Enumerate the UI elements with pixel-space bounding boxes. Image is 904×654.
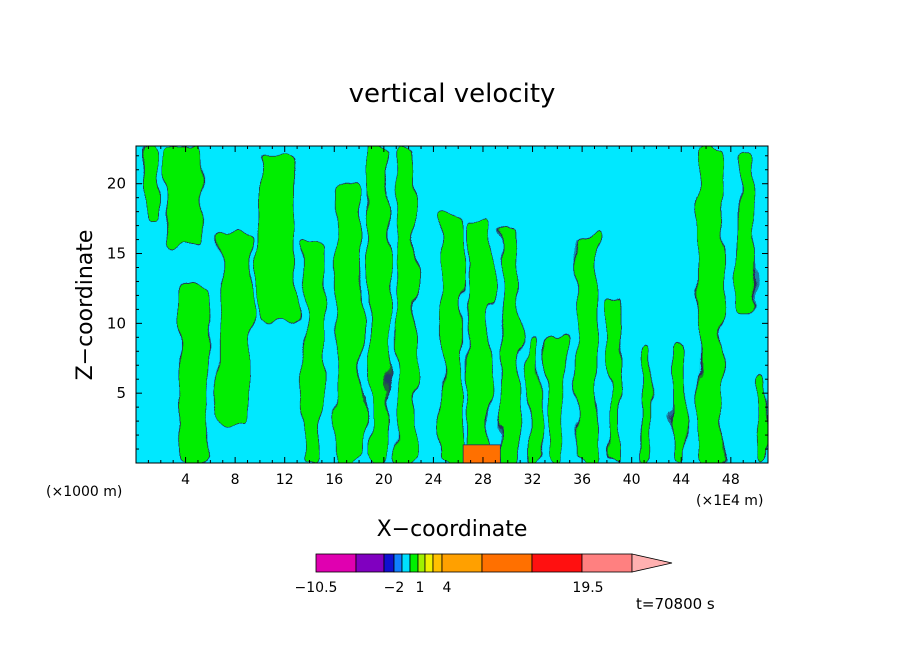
green-region-13 [547, 336, 566, 463]
x-unit-label: (×1000 m) [46, 484, 122, 500]
y-tick-label-0: 5 [116, 384, 126, 402]
x-tick-label-8: 36 [573, 472, 591, 488]
colorbar-segment-6 [417, 553, 426, 573]
colorbar-label-1: 1 [416, 580, 425, 596]
y-tick-label-3: 20 [107, 175, 126, 193]
colorbar-segment-11 [531, 553, 583, 573]
y-axis-label: Z−coordinate [73, 230, 98, 381]
x-axis-label: X−coordinate [377, 517, 528, 542]
colorbar-segment-0 [315, 553, 357, 573]
green-region-6 [336, 183, 362, 463]
x-axis: 4 8 12 16 20 24 28 32 36 40 44 48 [147, 146, 757, 488]
x-tick-label-6: 28 [474, 472, 492, 488]
z-unit-label: (×1E4 m) [696, 493, 763, 509]
colorbar-label-max: 19.5 [572, 580, 603, 596]
positive-velocity-regions [143, 146, 768, 463]
green-region-10 [467, 218, 491, 463]
green-region-0 [143, 146, 160, 226]
colorbar-segment-5 [409, 553, 419, 573]
x-tick-label-0: 4 [181, 472, 190, 488]
colorbar-segment-2 [383, 553, 395, 573]
x-tick-label-10: 44 [672, 472, 690, 488]
colorbar-label-neg2: −2 [384, 580, 405, 596]
green-region-20 [758, 378, 768, 463]
colorbar-segment-1 [355, 553, 385, 573]
colorbar-label-min: −10.5 [295, 580, 338, 596]
x-tick-label-5: 24 [424, 472, 442, 488]
green-region-14 [576, 232, 598, 463]
colorbar-labels: −10.5 −2 1 4 19.5 [295, 580, 604, 596]
colorbar-arrow [631, 553, 673, 573]
y-tick-label-1: 10 [107, 314, 126, 332]
green-region-3 [219, 232, 253, 422]
x-tick-label-4: 20 [375, 472, 393, 488]
green-region-17 [672, 343, 685, 463]
x-tick-label-9: 40 [623, 472, 641, 488]
colorbar-label-4: 4 [443, 580, 452, 596]
x-tick-label-3: 16 [325, 472, 343, 488]
plot-area [136, 146, 768, 463]
green-region-19 [736, 155, 755, 310]
green-region-4 [257, 155, 296, 324]
green-region-2 [178, 281, 209, 463]
green-region-5 [302, 239, 324, 463]
x-tick-label-1: 8 [231, 472, 240, 488]
colorbar-segment-7 [424, 553, 434, 573]
strong-updraft-region [462, 444, 501, 463]
green-region-11 [501, 225, 520, 463]
colorbar-segment-9 [441, 553, 483, 573]
green-region-1 [166, 146, 200, 247]
colorbar-segment-10 [481, 553, 533, 573]
green-region-7 [368, 146, 388, 463]
plot-frame [135, 145, 769, 464]
time-label: t=70800 s [636, 595, 715, 613]
x-tick-label-7: 32 [524, 472, 542, 488]
green-region-9 [440, 211, 464, 463]
green-region-16 [641, 343, 651, 463]
green-region-8 [395, 146, 417, 463]
colorbar [315, 553, 673, 573]
chart-title: vertical velocity [349, 79, 556, 109]
colorbar-segment-8 [432, 553, 443, 573]
colorbar-segment-12 [581, 553, 633, 573]
green-region-12 [527, 336, 540, 463]
green-region-15 [608, 295, 621, 463]
x-tick-label-2: 12 [276, 472, 294, 488]
colorbar-segment-4 [401, 553, 411, 573]
y-tick-label-2: 15 [107, 245, 126, 263]
green-region-18 [696, 146, 723, 463]
y-axis: 5 10 15 20 [107, 155, 768, 450]
x-tick-label-11: 48 [722, 472, 740, 488]
colorbar-segment-3 [393, 553, 403, 573]
